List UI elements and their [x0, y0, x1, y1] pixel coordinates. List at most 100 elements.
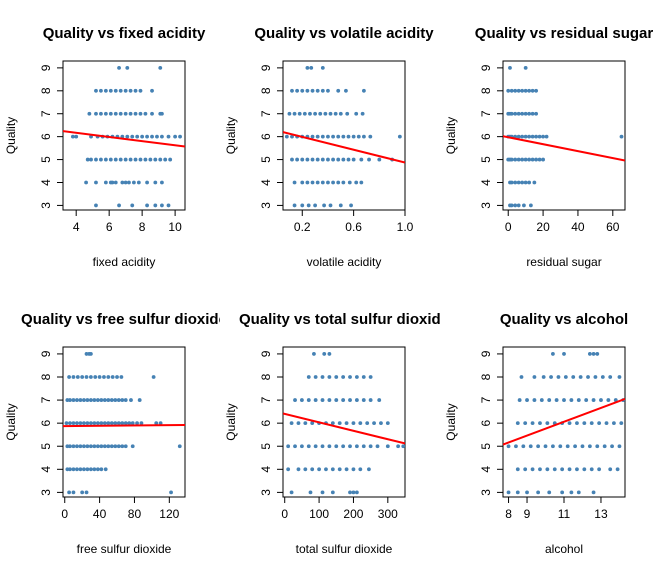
- data-point: [120, 398, 125, 402]
- data-point: [341, 444, 346, 449]
- data-point: [331, 134, 335, 139]
- data-point: [310, 467, 315, 472]
- data-point: [608, 375, 613, 379]
- data-point: [552, 467, 557, 472]
- data-point: [139, 421, 144, 426]
- plot-frame: [282, 60, 406, 211]
- data-point: [67, 375, 71, 379]
- data-point: [293, 398, 297, 402]
- data-point: [562, 352, 566, 356]
- data-point: [297, 111, 302, 116]
- data-point: [119, 375, 124, 379]
- data-point: [344, 421, 349, 426]
- data-point: [106, 421, 111, 426]
- data-point: [84, 352, 89, 356]
- data-point: [110, 180, 115, 185]
- data-point: [538, 467, 542, 472]
- data-point: [591, 352, 596, 356]
- x-tick-label: 120: [159, 507, 179, 521]
- data-point: [129, 398, 133, 402]
- data-point: [610, 444, 614, 449]
- data-point: [94, 203, 98, 208]
- data-point: [290, 134, 294, 139]
- data-point: [375, 444, 380, 449]
- data-point: [617, 444, 622, 449]
- data-point: [94, 111, 98, 116]
- data-point: [586, 375, 590, 379]
- data-point: [368, 375, 373, 379]
- y-tick-label: 6: [39, 133, 53, 140]
- data-point: [306, 398, 311, 402]
- data-point: [123, 421, 128, 426]
- y-tick-label: 8: [259, 87, 273, 94]
- x-tick-label: 13: [594, 507, 608, 521]
- data-point: [351, 134, 356, 139]
- data-point: [130, 444, 135, 449]
- data-point: [527, 88, 532, 93]
- data-point: [303, 421, 308, 426]
- y-tick-label: 8: [39, 373, 53, 380]
- data-point: [358, 467, 363, 472]
- data-point: [95, 444, 100, 449]
- data-point: [327, 352, 332, 356]
- data-point: [92, 421, 97, 426]
- data-point: [516, 157, 521, 162]
- data-point: [116, 421, 121, 426]
- y-tick-label: 9: [259, 64, 273, 71]
- data-point: [153, 203, 158, 208]
- data-point: [545, 421, 550, 426]
- data-point: [541, 157, 545, 162]
- data-point: [331, 180, 335, 185]
- data-point: [64, 421, 69, 426]
- data-point: [523, 421, 528, 426]
- data-point: [315, 157, 320, 162]
- data-point: [530, 134, 535, 139]
- data-point: [123, 398, 128, 402]
- data-point: [65, 467, 70, 472]
- data-point: [94, 180, 98, 185]
- data-point: [569, 398, 574, 402]
- data-point: [300, 157, 305, 162]
- data-point: [117, 65, 121, 70]
- y-tick-label: 6: [39, 419, 53, 426]
- data-point: [536, 444, 541, 449]
- data-point: [597, 467, 602, 472]
- data-point: [602, 444, 607, 449]
- data-point: [109, 398, 114, 402]
- y-tick-label: 5: [479, 443, 493, 450]
- data-point: [520, 157, 525, 162]
- data-point: [337, 467, 342, 472]
- data-point: [75, 375, 80, 379]
- y-tick-label: 9: [259, 350, 273, 357]
- data-point: [71, 375, 76, 379]
- panel-2: Quality vs volatile acidity volatile acid…: [224, 25, 434, 269]
- y-tick-label: 4: [259, 179, 273, 186]
- y-tick-label: 6: [479, 419, 493, 426]
- data-point: [80, 375, 85, 379]
- data-point: [551, 352, 555, 356]
- data-point: [532, 375, 537, 379]
- chart-title: Quality vs free sulfur dioxide: [21, 311, 227, 328]
- y-tick-label: 8: [479, 87, 493, 94]
- data-point: [320, 134, 325, 139]
- data-point: [95, 467, 100, 472]
- data-point: [102, 421, 107, 426]
- data-point: [99, 111, 103, 116]
- y-axis-label: Quality: [444, 403, 458, 440]
- data-point: [155, 134, 159, 139]
- data-point: [103, 88, 108, 93]
- data-point: [166, 203, 171, 208]
- data-point: [516, 134, 521, 139]
- data-point: [600, 375, 605, 379]
- regression-line: [503, 135, 625, 162]
- data-point: [67, 490, 71, 495]
- data-point: [612, 421, 616, 426]
- data-point: [361, 444, 366, 449]
- data-point: [296, 467, 301, 472]
- data-point: [521, 444, 526, 449]
- data-point: [334, 375, 339, 379]
- data-point: [85, 421, 90, 426]
- data-point: [295, 88, 300, 93]
- data-point: [534, 157, 539, 162]
